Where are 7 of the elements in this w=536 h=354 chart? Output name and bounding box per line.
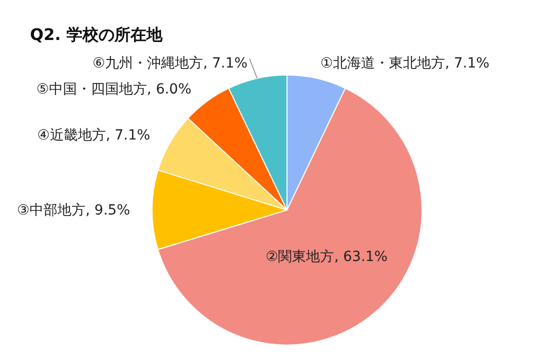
slice-label: ④近畿地方, 7.1% [37,127,150,144]
slice-label: ①北海道・東北地方, 7.1% [320,56,490,72]
chart-title: Q2. 学校の所在地 [30,25,164,44]
slice-label: ③中部地方, 9.5% [16,202,130,219]
slice-label: ⑥九州・沖縄地方, 7.1% [92,56,248,72]
slice-label: ②関東地方, 63.1% [266,248,388,265]
slice-label: ⑤中国・四国地方, 6.0% [36,81,192,98]
